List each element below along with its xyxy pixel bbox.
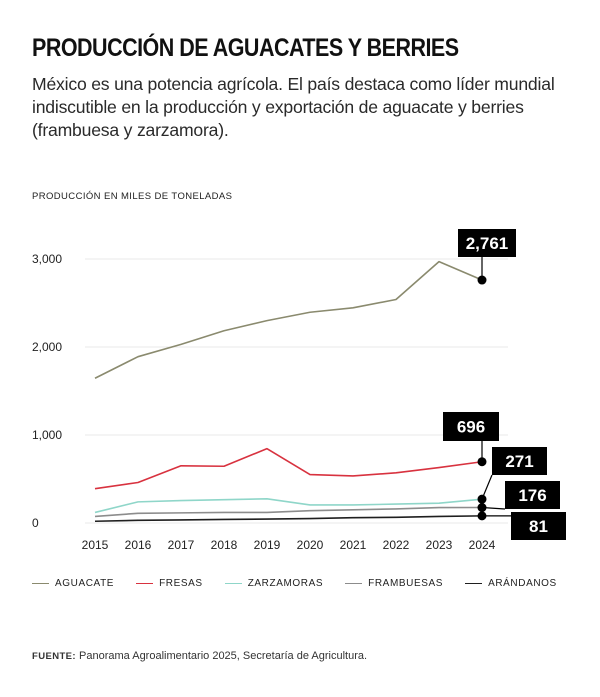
x-tick-label: 2022: [383, 538, 410, 552]
data-label: 81: [529, 517, 548, 536]
data-label: 696: [457, 418, 485, 437]
y-tick-label: 0: [32, 516, 39, 530]
source-text: Panorama Agroalimentario 2025, Secretarí…: [79, 650, 368, 662]
x-tick-label: 2020: [297, 538, 324, 552]
end-point-marker: [477, 494, 487, 504]
end-point-marker: [477, 503, 487, 513]
callout-box: [505, 481, 560, 509]
legend-swatch: [32, 583, 49, 584]
callout-box: [443, 412, 499, 441]
y-tick-label: 3,000: [32, 252, 62, 266]
callout-box: [458, 229, 516, 257]
source-label: FUENTE:: [32, 651, 76, 662]
legend-swatch: [136, 583, 154, 584]
end-point-marker: [477, 511, 487, 521]
chart-legend: AGUACATE FRESAS ZARZAMORAS FRAMBUESAS ARÁNDA…: [32, 578, 579, 589]
callout-box: [511, 512, 566, 540]
legend-label: FRAMBUESAS: [368, 578, 444, 589]
end-point-marker: [477, 457, 487, 467]
x-tick-label: 2016: [125, 538, 152, 552]
chart-title: PRODUCCIÓN DE AGUACATES Y BERRIES: [32, 34, 459, 62]
legend-swatch: [465, 583, 483, 584]
series-line-zarzamoras: [94, 497, 483, 514]
legend-swatch: [345, 583, 363, 584]
legend-label: ARÁNDANOS: [488, 578, 557, 589]
legend-item: AGUACATE: [32, 578, 114, 589]
legend-swatch: [224, 583, 242, 584]
series-line-aguacate: [94, 260, 483, 379]
data-label: 2,761: [466, 234, 509, 253]
source-note: FUENTE: Panorama Agroalimentario 2025, S…: [32, 650, 367, 662]
end-point-marker: [477, 275, 487, 285]
legend-label: ZARZAMORAS: [247, 578, 324, 589]
legend-label: AGUACATE: [55, 578, 115, 589]
x-tick-label: 2018: [211, 538, 238, 552]
data-label: 271: [505, 452, 533, 471]
x-tick-label: 2021: [340, 538, 367, 552]
series-line-fresas: [94, 447, 483, 490]
callout-box: [492, 447, 547, 475]
x-tick-label: 2024: [469, 538, 496, 552]
series-line-arándanos: [94, 515, 483, 523]
y-tick-label: 2,000: [32, 340, 62, 354]
x-tick-label: 2023: [426, 538, 453, 552]
y-tick-label: 1,000: [32, 428, 62, 442]
legend-item: FRAMBUESAS: [345, 578, 443, 589]
x-tick-label: 2017: [168, 538, 195, 552]
chart-subtitle: México es una potencia agrícola. El país…: [32, 74, 555, 140]
legend-item: ARÁNDANOS: [465, 578, 557, 589]
x-tick-label: 2015: [82, 538, 109, 552]
legend-label: FRESAS: [159, 578, 203, 589]
data-label: 176: [518, 486, 546, 505]
legend-item: ZARZAMORAS: [224, 578, 324, 589]
series-line-frambuesas: [94, 506, 483, 518]
x-tick-label: 2019: [254, 538, 281, 552]
y-axis-label: PRODUCCIÓN EN MILES DE TONELADAS: [32, 191, 233, 202]
legend-item: FRESAS: [136, 578, 203, 589]
